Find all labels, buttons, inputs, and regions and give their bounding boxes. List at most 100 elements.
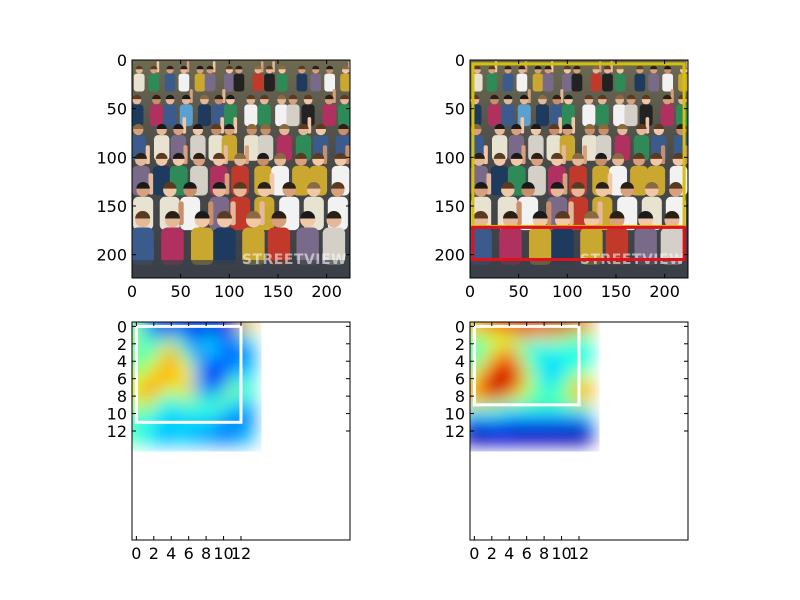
heatmap-cell xyxy=(245,348,255,358)
bounding-box xyxy=(134,324,243,424)
heatmap-cell xyxy=(175,400,185,410)
heatmap-cell xyxy=(201,374,212,384)
heatmap-cell xyxy=(149,400,159,410)
crowd-person-body xyxy=(580,227,603,265)
heatmap-cell xyxy=(245,417,255,428)
heatmap-cell xyxy=(557,435,567,445)
crowd-person-hair xyxy=(544,65,552,70)
heatmap-cell xyxy=(522,322,532,323)
crowd-person-body xyxy=(286,104,300,127)
heatmap-cell xyxy=(193,330,203,341)
crowd-person-hair xyxy=(609,211,625,219)
heatmap-cell xyxy=(565,417,576,428)
heatmap-cell xyxy=(513,391,523,402)
crowd-person-hair xyxy=(490,94,499,100)
heatmap-cell xyxy=(193,435,203,445)
heatmap-cell xyxy=(557,409,567,419)
heatmap-cell xyxy=(531,417,541,428)
crowd-person-body xyxy=(487,104,502,127)
y-tick-label: 0 xyxy=(455,51,465,70)
heatmap-cell xyxy=(522,391,532,402)
crowd-person-hair xyxy=(338,123,349,129)
crowd-person-hair xyxy=(650,152,663,159)
crowd-person-hair xyxy=(315,123,326,129)
heatmap-cell xyxy=(539,348,550,358)
heatmap-cell xyxy=(184,356,194,367)
heatmap-cell xyxy=(175,409,185,419)
heatmap-cell xyxy=(496,330,506,341)
x-tick-label: 50 xyxy=(508,282,528,301)
y-tick-label: 200 xyxy=(434,246,465,265)
crowd-person-hair xyxy=(550,181,565,189)
crowd-person-body xyxy=(517,104,531,127)
crowd-person-hair xyxy=(519,94,529,100)
heatmap-cell xyxy=(470,417,480,428)
crowd-person-body xyxy=(542,73,554,92)
crowd-person-hair xyxy=(571,181,585,189)
crowd-person-hair xyxy=(595,181,609,189)
crowd-person-body xyxy=(197,104,211,127)
crowd-person-hair xyxy=(620,181,634,189)
heatmap-cell xyxy=(531,435,541,445)
crowd-person-body xyxy=(660,104,674,127)
heatmap-cell xyxy=(227,365,238,375)
heatmap-cell xyxy=(210,426,220,436)
crowd-person-body xyxy=(630,165,648,196)
heatmap-cell xyxy=(166,348,177,358)
x-tick-label: 2 xyxy=(149,544,159,563)
heatmap-cell xyxy=(565,330,576,341)
y-tick-label: 50 xyxy=(107,100,127,119)
heatmap-cell xyxy=(557,348,567,358)
heatmap-cell xyxy=(539,322,550,323)
heatmap-cell xyxy=(140,330,151,341)
heatmap-cell xyxy=(158,435,168,445)
heatmap-cell xyxy=(548,339,558,349)
heatmap-cell xyxy=(227,435,238,445)
crowd-person-hair xyxy=(331,181,345,189)
heatmap-cell xyxy=(478,322,489,323)
crowd-person-body xyxy=(224,73,235,92)
heatmap-cell xyxy=(219,339,229,349)
heatmap-cell xyxy=(487,417,497,428)
heatmap-cell xyxy=(539,435,550,445)
crowd-person-hair xyxy=(531,152,543,159)
heatmap-cell xyxy=(219,374,229,384)
heatmap-cell xyxy=(210,383,220,393)
heatmap-cell xyxy=(219,330,229,341)
heatmap-cell xyxy=(193,356,203,367)
y-tick-label: 2 xyxy=(455,335,465,354)
crowd-person-hair xyxy=(617,123,628,129)
heatmap-cell xyxy=(496,339,506,349)
axes-frame xyxy=(469,59,689,279)
heatmap-cell xyxy=(158,374,168,384)
heatmap-cell xyxy=(513,409,523,419)
x-tick-label: 4 xyxy=(504,544,514,563)
heatmap-cell xyxy=(470,409,480,419)
heatmap-cell xyxy=(166,400,177,410)
crowd-person-body xyxy=(164,73,176,92)
crowd-person-body xyxy=(648,73,660,92)
crowd-person-hair xyxy=(295,152,307,159)
heatmap-cell xyxy=(193,339,203,349)
heatmap-cell xyxy=(574,426,584,436)
crowd-person-hair xyxy=(150,65,158,70)
y-tick-label: 100 xyxy=(434,148,465,167)
heatmap-cell xyxy=(539,339,550,349)
crowd-person-body xyxy=(275,104,289,127)
crowd-person-hair xyxy=(212,181,227,189)
heatmap-cell xyxy=(478,365,489,375)
heatmap-cell xyxy=(574,417,584,428)
heatmap-cell xyxy=(149,365,159,375)
heatmap-cell xyxy=(539,374,550,384)
crowd-person-hair xyxy=(226,94,235,100)
crowd-person-hair xyxy=(165,94,175,100)
crowd-person-hair xyxy=(307,181,321,189)
crowd-person-hair xyxy=(341,65,350,70)
heatmap-cell xyxy=(245,435,255,445)
crowd-person-hair xyxy=(669,181,683,189)
heatmap-cell xyxy=(583,339,593,349)
heatmap-cell xyxy=(245,356,255,367)
heatmap-cell xyxy=(149,435,159,445)
crowd-person-hair xyxy=(518,65,526,70)
